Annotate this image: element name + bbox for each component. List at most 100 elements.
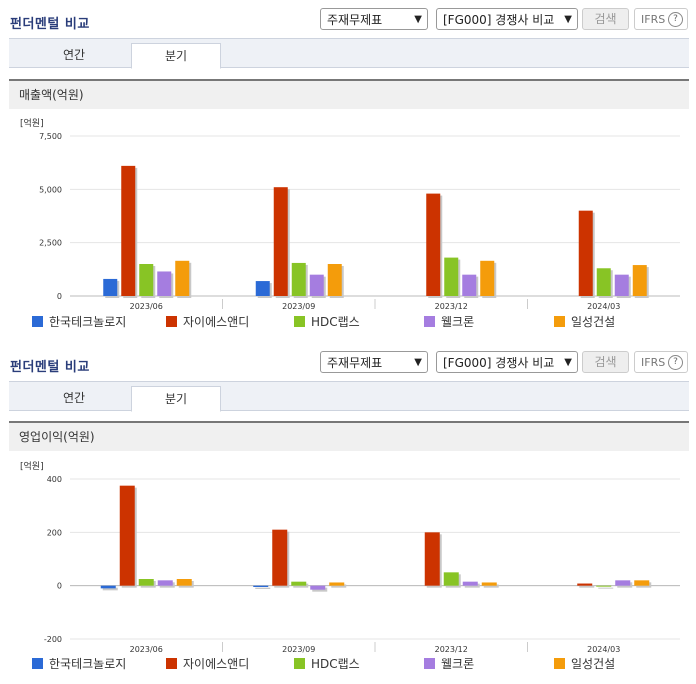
bar <box>634 580 650 586</box>
chart-subtitle: 영업이익(억원) <box>9 421 689 451</box>
legend-swatch <box>32 316 43 327</box>
bar <box>632 265 647 296</box>
legend-swatch <box>424 316 435 327</box>
bar <box>273 187 288 296</box>
legend-item[interactable]: 한국테크놀로지 <box>32 655 126 672</box>
bar <box>615 580 631 586</box>
y-tick-label: 0 <box>57 292 62 301</box>
y-tick-label: 7,500 <box>39 132 62 141</box>
x-tick-label: 2024/03 <box>587 302 620 311</box>
legend-item[interactable]: 웰크론 <box>424 313 474 330</box>
report-type-value: 주재무제표 <box>327 356 383 370</box>
legend-swatch <box>554 316 565 327</box>
bar-shadow <box>579 585 595 588</box>
bar <box>426 193 441 296</box>
panel-header: 펀더멘털 비교 주재무제표 ▼ [FG000] 경쟁사 비교 ▼ 검색 IFRS? <box>0 343 696 379</box>
legend-swatch <box>32 658 43 669</box>
bar <box>291 262 306 296</box>
compare-select[interactable]: [FG000] 경쟁사 비교 ▼ <box>436 351 578 373</box>
legend-label: 한국테크놀로지 <box>49 315 127 329</box>
bar-shadow <box>331 584 347 588</box>
legend-swatch <box>424 658 435 669</box>
bar <box>327 264 342 296</box>
bar-shadow <box>293 583 309 588</box>
legend-swatch <box>294 316 305 327</box>
legend-item[interactable]: 자이에스앤디 <box>166 313 249 330</box>
tab-annual[interactable]: 연간 <box>62 391 86 405</box>
legend-swatch <box>294 658 305 669</box>
bar <box>121 165 136 296</box>
chevron-down-icon: ▼ <box>414 357 422 368</box>
legend-label: HDC랩스 <box>311 315 360 329</box>
y-tick-label: 0 <box>57 582 62 591</box>
legend-item[interactable]: 웰크론 <box>424 655 474 672</box>
report-type-value: 주재무제표 <box>327 13 383 27</box>
legend-item[interactable]: 일성건설 <box>554 313 615 330</box>
legend-label: 일성건설 <box>571 657 616 671</box>
x-tick-label: 2024/03 <box>587 645 620 654</box>
report-type-select[interactable]: 주재무제표 ▼ <box>320 8 428 30</box>
fundamental-panel-operating-income: 펀더멘털 비교 주재무제표 ▼ [FG000] 경쟁사 비교 ▼ 검색 IFRS? … <box>0 343 696 671</box>
ifrs-button[interactable]: IFRS? <box>634 351 688 373</box>
bar <box>596 268 611 296</box>
legend-label: 웰크론 <box>441 315 475 329</box>
bar <box>577 583 593 586</box>
x-tick-label: 2023/06 <box>130 645 163 654</box>
bar <box>444 257 459 296</box>
panel-title: 펀더멘털 비교 <box>10 17 90 32</box>
tab-quarterly[interactable]: 분기 <box>131 386 221 412</box>
legend-item[interactable]: HDC랩스 <box>294 313 360 330</box>
compare-value: [FG000] 경쟁사 비교 <box>443 13 555 27</box>
legend-swatch <box>166 658 177 669</box>
legend-item[interactable]: 한국테크놀로지 <box>32 313 126 330</box>
bar <box>138 579 154 586</box>
operating-income-chart: [억원] -200 0 200 400 2023/06 2023/09 2023/12 2024… <box>20 460 680 654</box>
revenue-chart: [억원] 0 2,500 5,000 7,500 2023/06 2023/09 2023/1… <box>20 117 680 311</box>
bar <box>309 274 324 296</box>
bar <box>596 585 612 587</box>
search-button[interactable]: 검색 <box>582 8 629 30</box>
bar-shadow <box>312 587 328 592</box>
bar-shadow <box>483 584 499 588</box>
chevron-down-icon: ▼ <box>564 14 572 25</box>
legend-label: 일성건설 <box>571 315 616 329</box>
bar <box>272 529 288 586</box>
bar <box>480 260 495 296</box>
bar <box>462 274 477 296</box>
chart-subtitle: 매출액(억원) <box>9 79 689 109</box>
legend-label: HDC랩스 <box>311 657 360 671</box>
x-tick-label: 2023/06 <box>130 302 163 311</box>
x-tick-label: 2023/09 <box>282 302 315 311</box>
ifrs-label: IFRS <box>641 13 666 26</box>
period-tabs: 연간 분기 <box>9 38 689 69</box>
legend-item[interactable]: 자이에스앤디 <box>166 655 249 672</box>
unit-label: [억원] <box>20 117 44 129</box>
bar <box>481 582 497 586</box>
compare-select[interactable]: [FG000] 경쟁사 비교 ▼ <box>436 8 578 30</box>
bar-shadow <box>255 587 271 589</box>
bar <box>139 264 154 296</box>
bar <box>100 585 116 589</box>
legend-item[interactable]: HDC랩스 <box>294 655 360 672</box>
help-icon: ? <box>668 12 683 27</box>
ifrs-label: IFRS <box>641 356 666 369</box>
ifrs-button[interactable]: IFRS? <box>634 8 688 30</box>
bar <box>253 585 269 587</box>
bar <box>255 281 270 296</box>
bar <box>291 581 307 586</box>
y-tick-label: 200 <box>47 528 62 537</box>
legend-item[interactable]: 일성건설 <box>554 655 615 672</box>
period-tabs: 연간 분기 <box>9 381 689 412</box>
unit-label: [억원] <box>20 460 44 472</box>
compare-value: [FG000] 경쟁사 비교 <box>443 356 555 370</box>
x-tick-label: 2023/09 <box>282 645 315 654</box>
bar <box>157 271 172 296</box>
tab-annual[interactable]: 연간 <box>62 48 86 62</box>
search-button[interactable]: 검색 <box>582 351 629 373</box>
legend-label: 자이에스앤디 <box>183 315 250 329</box>
x-tick-label: 2023/12 <box>435 645 468 654</box>
bar-shadow <box>102 587 118 591</box>
bar <box>103 278 118 296</box>
tab-quarterly[interactable]: 분기 <box>131 43 221 69</box>
report-type-select[interactable]: 주재무제표 ▼ <box>320 351 428 373</box>
